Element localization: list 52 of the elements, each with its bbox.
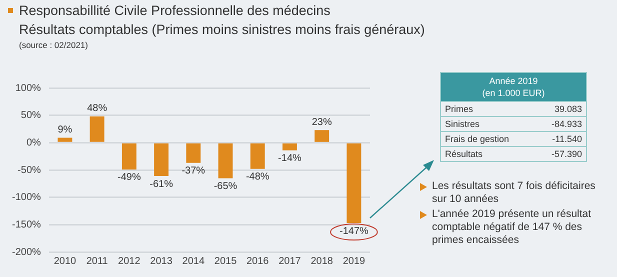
bar (154, 143, 169, 176)
bar (346, 143, 362, 224)
x-tick-label: 2017 (278, 256, 302, 267)
data-label: -65% (214, 180, 238, 192)
y-tick-label: -200% (12, 246, 42, 258)
data-label: -57.390 (551, 148, 582, 160)
bar (250, 143, 265, 169)
category-label: Résultats (445, 148, 483, 160)
category-label: Sinistres (445, 118, 480, 130)
x-tick-label: 2018 (310, 256, 334, 267)
y-tick-label: -50% (18, 164, 41, 176)
data-label: 39.083 (554, 103, 582, 115)
text: (en 1.000 EUR) (481, 87, 546, 99)
x-tick-label: 2015 (214, 256, 238, 267)
data-label: 23% (312, 116, 332, 128)
chart-title: Responsabillité Civile Professionnelle des médecins (19, 2, 332, 20)
bar (186, 143, 201, 163)
category-label: Frais de gestion (445, 133, 510, 145)
data-label: -49% (118, 172, 141, 184)
data-label: 9% (58, 124, 72, 136)
data-label: -61% (150, 178, 174, 190)
data-label: -37% (182, 166, 206, 177)
bar (122, 143, 136, 170)
x-tick-label: 2016 (246, 256, 270, 267)
chart-subtitle: Résultats comptables (Primes moins sinistres moins frais généraux) (19, 21, 425, 39)
x-tick-label: 2014 (182, 256, 205, 267)
text: L'année 2019 présente un résultat comptable négatif de 147 % des primes encaissées (432, 208, 592, 247)
text: Année 2019 (488, 75, 539, 87)
bar (218, 143, 233, 178)
x-tick-label: 2012 (118, 256, 141, 267)
x-tick-label: 2013 (150, 256, 173, 267)
y-tick-label: -150% (12, 219, 42, 230)
data-label: 48% (87, 103, 108, 114)
y-tick-label: 50% (20, 110, 42, 122)
text: (source : 02/2021) (19, 39, 89, 52)
data-label: -147% (339, 226, 369, 237)
y-tick-label: -100% (12, 192, 42, 204)
y-tick-label: 0% (26, 137, 42, 148)
data-label: -84.933 (551, 118, 582, 130)
bar (58, 138, 72, 142)
data-label: -11.540 (552, 133, 582, 145)
x-tick-label: 2010 (54, 256, 77, 267)
y-tick-label: 100% (15, 82, 42, 94)
bar (314, 130, 330, 142)
category-label: Primes (445, 103, 474, 115)
bar (282, 143, 297, 150)
text: Les résultats sont 7 fois déficitaires sur 10 années (432, 180, 596, 206)
x-tick-label: 2011 (86, 256, 108, 267)
x-tick-label: 2019 (342, 256, 366, 267)
data-label: -48% (246, 172, 270, 183)
data-label: -14% (278, 153, 302, 164)
bar (90, 116, 104, 142)
